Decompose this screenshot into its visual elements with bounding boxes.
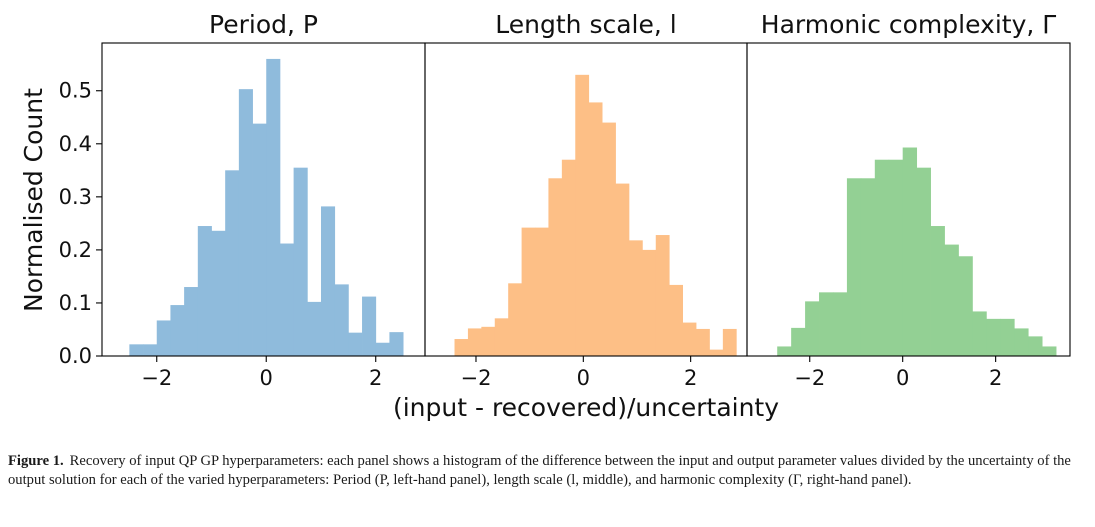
histogram-bar bbox=[888, 159, 904, 356]
histogram-bar bbox=[972, 311, 987, 356]
histogram-bar bbox=[252, 123, 267, 356]
histogram-bar bbox=[225, 170, 240, 356]
histogram-panel-3: Harmonic complexity, Γ −2 0 2 bbox=[746, 10, 1071, 390]
x-tick-label: −2 bbox=[460, 366, 491, 390]
y-axis-label: Normalised Count bbox=[19, 88, 48, 312]
y-tick-label: 0.2 bbox=[59, 238, 92, 262]
histogram-bar bbox=[696, 328, 710, 356]
histogram-bar bbox=[669, 284, 683, 356]
histogram-bar bbox=[944, 244, 959, 356]
histogram-bar bbox=[615, 183, 630, 356]
figure-caption: Figure 1. Recovery of input QP GP hyperpa… bbox=[8, 452, 1088, 490]
x-axis-label: (input - recovered)/uncertainty bbox=[393, 393, 779, 422]
histogram-bar bbox=[184, 287, 199, 356]
panel-frame bbox=[746, 42, 1071, 357]
histogram-bar bbox=[860, 178, 876, 356]
histogram-bar bbox=[1028, 336, 1043, 356]
y-tick-label: 0.1 bbox=[59, 291, 92, 315]
histogram-bar bbox=[682, 322, 697, 356]
histogram-bar bbox=[521, 227, 536, 356]
histogram-bar bbox=[197, 226, 212, 356]
histogram-panel-2: Length scale, l −2 0 2 bbox=[424, 10, 748, 390]
histogram-bar bbox=[916, 167, 931, 356]
histogram-panel-1: Period, P −2 0 2 0.0 0.1 0.2 0.3 0.4 0.5 bbox=[59, 10, 426, 390]
histogram-bar bbox=[494, 318, 509, 356]
figure: Period, P −2 0 2 0.0 0.1 0.2 0.3 0.4 0.5 Length sc… bbox=[19, 10, 1071, 422]
histogram-bar bbox=[832, 292, 848, 356]
x-tick-label: 0 bbox=[260, 366, 273, 390]
histogram-bar bbox=[874, 159, 890, 356]
histogram-bar bbox=[628, 240, 643, 356]
histogram-bar bbox=[791, 327, 806, 356]
histogram-bar bbox=[930, 226, 945, 356]
histogram-bar bbox=[334, 284, 349, 356]
histogram-bar bbox=[129, 344, 144, 356]
histogram-bar bbox=[805, 301, 820, 356]
histogram-bar bbox=[722, 328, 737, 356]
histogram-bar bbox=[143, 344, 158, 356]
histogram-bar bbox=[588, 102, 603, 356]
y-tick-label: 0.3 bbox=[59, 185, 92, 209]
histogram-bar bbox=[819, 292, 834, 356]
x-tick-label: 2 bbox=[369, 366, 382, 390]
histogram-bar bbox=[211, 230, 226, 356]
histogram-bar bbox=[375, 342, 390, 356]
histogram-bar bbox=[777, 346, 792, 356]
histogram-bar bbox=[642, 249, 657, 356]
histogram-bar bbox=[362, 296, 377, 356]
histogram-bar bbox=[156, 320, 171, 356]
histogram-bar bbox=[602, 122, 616, 356]
histogram-bar bbox=[348, 332, 363, 356]
x-tick-label: 0 bbox=[896, 366, 909, 390]
histogram-bar bbox=[170, 305, 185, 356]
x-tick-label: 2 bbox=[684, 366, 697, 390]
histogram-bar bbox=[958, 256, 973, 356]
histogram-bar bbox=[1042, 346, 1057, 356]
histogram-bar bbox=[307, 301, 322, 356]
panel-title: Harmonic complexity, Γ bbox=[761, 10, 1056, 39]
histogram-bar bbox=[1000, 318, 1015, 356]
x-tick-label: −2 bbox=[794, 366, 825, 390]
histogram-bar bbox=[986, 318, 1001, 356]
caption-text: Recovery of input QP GP hyperparameters:… bbox=[8, 453, 1071, 488]
histogram-bar bbox=[535, 227, 549, 356]
histogram-bar bbox=[709, 349, 724, 356]
histogram-bar bbox=[548, 178, 563, 356]
x-tick-label: −2 bbox=[141, 366, 172, 390]
panel-title: Period, P bbox=[209, 10, 318, 39]
y-tick-label: 0.5 bbox=[59, 79, 92, 103]
panel-title: Length scale, l bbox=[495, 10, 676, 39]
histogram-bar bbox=[293, 167, 308, 356]
histogram-bar bbox=[575, 74, 590, 356]
caption-label: Figure 1. bbox=[8, 453, 64, 469]
histogram-bar bbox=[508, 283, 522, 356]
histogram-bar bbox=[561, 159, 576, 356]
histogram-bar bbox=[467, 328, 482, 356]
histogram-bar bbox=[902, 147, 918, 356]
histogram-bar bbox=[279, 243, 295, 356]
x-tick-label: 0 bbox=[577, 366, 590, 390]
histogram-bar bbox=[846, 178, 862, 356]
histogram-bar bbox=[266, 58, 281, 357]
histogram-bar bbox=[454, 339, 469, 356]
histogram-bar bbox=[389, 332, 404, 356]
x-tick-label: 2 bbox=[989, 366, 1002, 390]
histogram-bar bbox=[481, 326, 496, 356]
y-tick-label: 0.4 bbox=[59, 132, 92, 156]
histogram-bar bbox=[655, 235, 670, 356]
histogram-bar bbox=[1014, 328, 1029, 356]
y-tick-label: 0.0 bbox=[59, 344, 92, 368]
histogram-bar bbox=[320, 206, 336, 356]
histogram-bar bbox=[238, 89, 253, 357]
